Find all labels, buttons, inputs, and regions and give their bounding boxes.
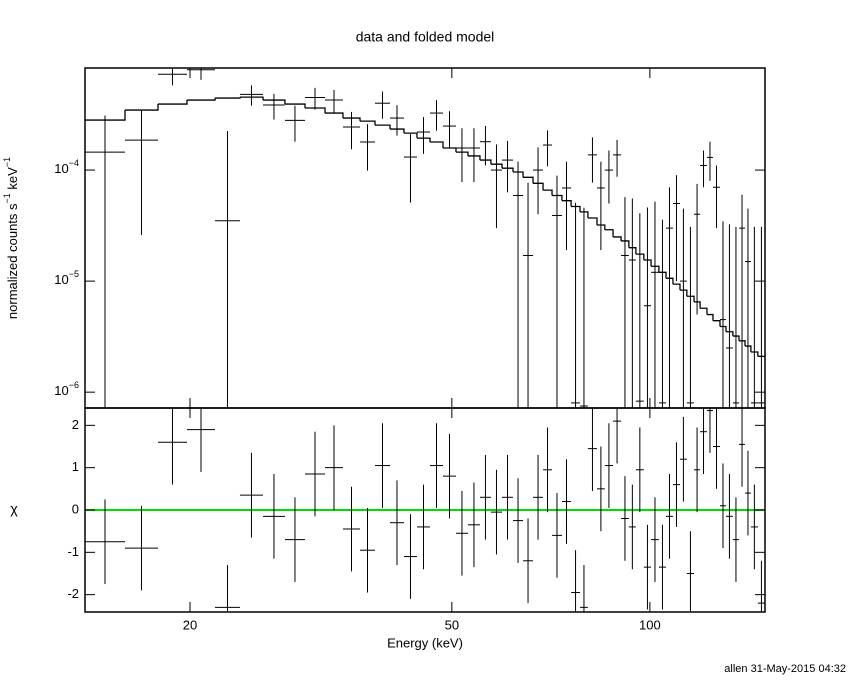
model-step (429, 141, 444, 149)
model-step (403, 132, 418, 139)
y-tick-label: -2 (67, 586, 79, 601)
y-axis-label-part: normalized counts s (5, 203, 20, 319)
x-tick-label: 20 (183, 617, 197, 632)
x-tick-label: 50 (445, 617, 459, 632)
model-step (597, 224, 606, 230)
x-axis-label: Energy (keV) (387, 635, 463, 650)
model-step (621, 240, 630, 248)
model-step (732, 335, 740, 341)
y-tick-label: -1 (67, 544, 79, 559)
y-tick-label-exponent: −4 (69, 158, 79, 168)
model-step (651, 265, 660, 273)
model-step (561, 200, 572, 207)
y-axis-label-part: keV (5, 167, 20, 193)
model-step (700, 307, 708, 315)
model-step (739, 340, 746, 347)
model-step (523, 176, 534, 184)
model-step (124, 104, 159, 111)
model-step (325, 112, 344, 119)
model-step (262, 99, 286, 105)
model-step (628, 247, 637, 255)
y-tick-label: 10−6 (54, 381, 79, 399)
model-step (284, 103, 306, 109)
model-step (672, 283, 681, 291)
y-axis-label: normalized counts s−1 keV−1 (2, 157, 20, 319)
model-step (157, 100, 188, 105)
y-tick-label: 10−5 (54, 269, 79, 287)
model-step (604, 229, 614, 237)
model-step (389, 128, 405, 134)
model-step (239, 96, 264, 101)
top-plot-area (85, 68, 765, 408)
model-step (579, 211, 589, 219)
y-tick-label-exponent: −6 (69, 381, 79, 391)
model-step (467, 155, 481, 161)
model-step (455, 151, 469, 156)
model-step (666, 277, 674, 285)
model-step (215, 97, 241, 99)
model-step (658, 271, 667, 279)
model-step (502, 167, 514, 173)
model-step (750, 351, 759, 357)
model-step (552, 194, 563, 201)
model-step (686, 295, 695, 302)
model-step (643, 259, 652, 267)
model-step (85, 110, 126, 121)
model-step (635, 253, 645, 260)
footer: allen 31-May-2015 04:32 (724, 663, 846, 675)
model-step (613, 236, 622, 241)
model-step (360, 120, 376, 126)
y-tick-label-base: 10 (54, 273, 68, 288)
model-step (745, 345, 752, 352)
model-step (342, 117, 361, 122)
model-step (587, 217, 598, 226)
y-tick-label-exponent: −5 (69, 269, 79, 279)
chart-title: data and folded model (356, 29, 495, 45)
y-tick-label: 1 (72, 459, 79, 474)
y-tick-label: 2 (72, 417, 79, 432)
model-step (712, 320, 721, 327)
top-frame (84, 67, 766, 409)
y-tick-label: 0 (72, 501, 79, 516)
y-tick-label-base: 10 (54, 161, 68, 176)
model-step (186, 98, 216, 101)
model-step (679, 289, 688, 297)
model-step (571, 205, 581, 212)
y-axis-label: χ (10, 501, 18, 517)
y-axis-label-sup: −1 (2, 157, 12, 167)
model-step (719, 325, 727, 332)
model-step (513, 171, 524, 178)
y-tick-label-base: 10 (54, 384, 68, 399)
y-axis-label-sup: −1 (2, 193, 12, 203)
model-step (416, 137, 431, 142)
model-step (694, 301, 701, 309)
x-tick-label: 100 (639, 617, 661, 632)
model-step (443, 147, 457, 153)
model-step (725, 331, 734, 337)
model-step (490, 163, 503, 169)
model-step (706, 313, 714, 321)
bottom-plot-area (85, 408, 765, 612)
model-step (479, 159, 492, 165)
model-step (533, 182, 544, 191)
y-tick-label: 10−4 (54, 158, 79, 176)
model-step (543, 189, 553, 196)
model-step (374, 124, 391, 130)
model-step (305, 107, 326, 114)
